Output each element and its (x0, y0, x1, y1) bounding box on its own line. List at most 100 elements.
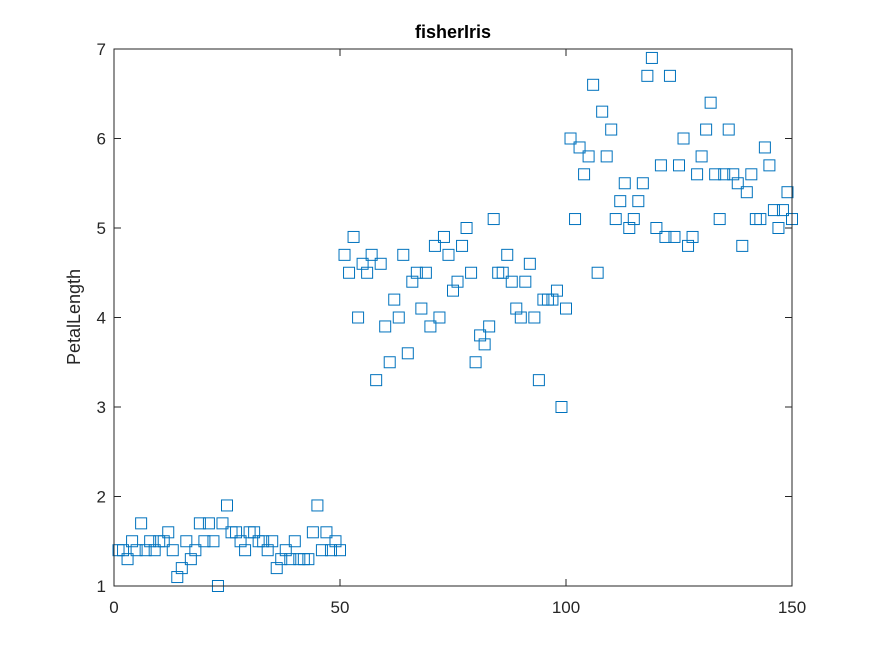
y-tick-label: 4 (97, 309, 106, 328)
data-point (691, 168, 704, 181)
data-point (519, 275, 532, 288)
data-point (135, 517, 148, 530)
data-point (198, 535, 211, 548)
y-tick-label: 1 (97, 577, 106, 596)
data-point (654, 159, 667, 172)
data-point (596, 105, 609, 118)
data-point (460, 222, 473, 234)
data-point (532, 374, 545, 387)
data-point (740, 186, 753, 199)
y-axis-label: PetalLength (64, 269, 84, 365)
data-point (659, 230, 672, 243)
data-point (320, 526, 333, 539)
data-point (636, 177, 649, 190)
data-point (673, 159, 685, 172)
data-point (356, 257, 369, 270)
data-point (745, 168, 758, 181)
data-point (311, 499, 324, 512)
data-point (546, 293, 559, 306)
y-tick-label: 2 (97, 488, 106, 507)
data-point (329, 535, 342, 548)
data-point (627, 213, 640, 226)
x-tick-label: 100 (552, 598, 580, 617)
data-point (365, 248, 378, 261)
data-point (727, 168, 740, 181)
data-point (663, 69, 676, 82)
data-point (487, 213, 500, 226)
data-point (306, 526, 319, 539)
data-point (257, 535, 270, 548)
data-point (456, 239, 469, 252)
data-point (700, 123, 713, 136)
data-point (555, 401, 568, 413)
data-point (569, 213, 582, 226)
data-point (352, 311, 365, 324)
data-point (261, 544, 274, 557)
data-point (510, 302, 523, 315)
data-point (370, 374, 383, 387)
data-point (338, 248, 351, 261)
data-point (668, 230, 681, 243)
data-point (582, 150, 595, 163)
data-point (682, 239, 695, 252)
data-point (686, 230, 699, 243)
data-point (704, 96, 717, 109)
data-point (171, 571, 184, 584)
data-point (718, 168, 731, 181)
data-point (447, 284, 459, 297)
data-point (437, 230, 450, 243)
data-point (713, 213, 726, 226)
data-point (157, 535, 170, 548)
data-point (587, 78, 600, 91)
data-point (284, 553, 297, 566)
data-point (270, 562, 283, 575)
data-point (415, 302, 428, 315)
data-point (776, 204, 789, 217)
data-point (695, 150, 708, 163)
data-point (428, 239, 441, 252)
data-points (112, 51, 798, 592)
data-point (207, 535, 220, 548)
data-point (483, 320, 496, 333)
data-point (478, 338, 491, 351)
data-point (645, 51, 658, 64)
data-point (266, 535, 279, 548)
data-point (433, 311, 446, 324)
data-point (410, 266, 423, 279)
data-point (315, 544, 328, 557)
data-point (166, 544, 179, 557)
data-point (126, 535, 139, 548)
data-point (361, 266, 374, 279)
data-point (451, 275, 464, 288)
y-axis-ticks: 1 2 3 4 5 6 7 (97, 40, 792, 596)
data-point (501, 248, 514, 261)
data-point (279, 544, 292, 557)
data-point (474, 329, 487, 342)
data-point (600, 150, 613, 163)
data-point (343, 266, 356, 279)
data-point (650, 222, 663, 234)
data-point (772, 222, 785, 234)
data-point (641, 69, 654, 82)
data-point (175, 562, 188, 575)
data-point (505, 275, 518, 288)
data-point (130, 544, 143, 557)
data-point (618, 177, 631, 190)
data-point (406, 275, 419, 288)
data-point (216, 517, 229, 530)
data-point (117, 544, 130, 557)
x-axis-ticks: 0 50 100 150 (109, 49, 806, 617)
data-point (632, 195, 645, 208)
data-point (609, 213, 622, 226)
data-point (591, 266, 604, 279)
data-point (248, 526, 261, 539)
data-point (401, 347, 414, 360)
data-point (623, 222, 636, 234)
data-point (180, 535, 193, 548)
data-point (578, 168, 591, 181)
data-point (736, 239, 749, 252)
data-point (148, 544, 161, 557)
data-point (564, 132, 577, 145)
data-point (677, 132, 690, 145)
